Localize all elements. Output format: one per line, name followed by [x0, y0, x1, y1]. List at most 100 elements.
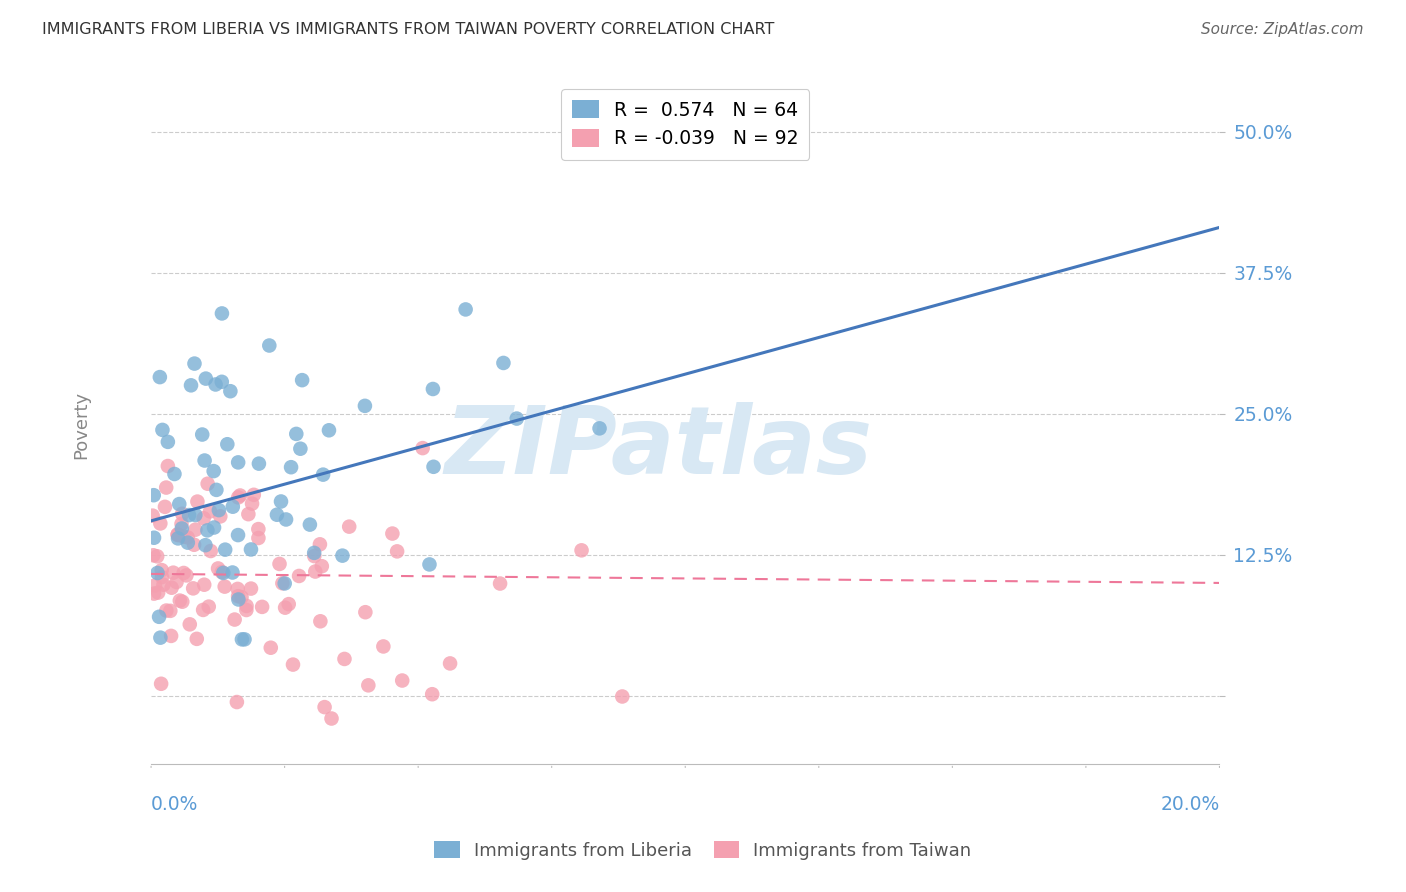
Point [143, 531, 166, 545]
Point [179, 617, 201, 632]
Point [290, 442, 312, 456]
Point [156, 434, 179, 449]
Legend: R =  0.574   N = 64, R = -0.039   N = 92: R = 0.574 N = 64, R = -0.039 N = 92 [561, 89, 810, 160]
Point [285, 426, 308, 441]
Text: IMMIGRANTS FROM LIBERIA VS IMMIGRANTS FROM TAIWAN POVERTY CORRELATION CHART: IMMIGRANTS FROM LIBERIA VS IMMIGRANTS FR… [42, 22, 775, 37]
Point [333, 652, 356, 666]
Point [162, 566, 184, 580]
Point [166, 574, 188, 589]
Point [225, 695, 247, 709]
Point [231, 632, 253, 647]
Point [314, 700, 336, 714]
Point [247, 522, 270, 536]
Point [150, 677, 173, 691]
Point [312, 467, 335, 482]
Point [229, 488, 252, 502]
Point [280, 460, 302, 475]
Point [172, 507, 194, 521]
Legend: Immigrants from Liberia, Immigrants from Taiwan: Immigrants from Liberia, Immigrants from… [427, 834, 979, 867]
Point [204, 377, 226, 392]
Point [169, 497, 191, 511]
Point [205, 483, 228, 497]
Point [357, 678, 380, 692]
Point [226, 455, 249, 469]
Text: 20.0%: 20.0% [1160, 795, 1219, 814]
Point [304, 565, 326, 579]
Point [492, 356, 515, 370]
Point [166, 527, 188, 541]
Point [197, 476, 219, 491]
Point [155, 603, 177, 617]
Point [420, 687, 443, 701]
Point [170, 521, 193, 535]
Point [274, 512, 297, 526]
Point [152, 423, 174, 437]
Point [160, 581, 183, 595]
Point [193, 511, 215, 525]
Point [311, 559, 333, 574]
Point [309, 537, 332, 551]
Point [224, 613, 246, 627]
Point [260, 640, 283, 655]
Point [160, 629, 183, 643]
Point [271, 576, 294, 591]
Point [156, 458, 179, 473]
Point [197, 524, 219, 538]
Point [177, 508, 200, 522]
Point [184, 523, 207, 537]
Point [142, 508, 165, 523]
Point [571, 543, 593, 558]
Point [211, 375, 233, 389]
Point [228, 592, 250, 607]
Text: ZIPatlas: ZIPatlas [444, 401, 873, 493]
Text: 0.0%: 0.0% [150, 795, 198, 814]
Point [309, 615, 332, 629]
Point [166, 527, 188, 541]
Point [208, 503, 231, 517]
Point [506, 411, 529, 425]
Point [221, 566, 243, 580]
Point [381, 526, 404, 541]
Point [269, 557, 291, 571]
Point [235, 599, 257, 613]
Point [143, 586, 166, 600]
Point [197, 599, 219, 614]
Point [454, 302, 477, 317]
Point [302, 546, 325, 560]
Point [173, 530, 195, 544]
Point [149, 631, 172, 645]
Point [148, 609, 170, 624]
Point [183, 538, 205, 552]
Point [214, 580, 236, 594]
Point [149, 516, 172, 531]
Point [211, 565, 233, 579]
Point [191, 603, 214, 617]
Point [231, 590, 253, 604]
Point [612, 690, 634, 704]
Point [489, 576, 512, 591]
Point [142, 549, 165, 563]
Point [214, 542, 236, 557]
Point [150, 563, 173, 577]
Text: Source: ZipAtlas.com: Source: ZipAtlas.com [1201, 22, 1364, 37]
Point [266, 508, 288, 522]
Point [167, 532, 190, 546]
Point [277, 597, 299, 611]
Point [318, 423, 340, 437]
Point [176, 568, 198, 582]
Point [172, 595, 194, 609]
Point [142, 488, 165, 502]
Point [321, 712, 343, 726]
Point [219, 384, 242, 399]
Point [202, 520, 225, 534]
Point [159, 604, 181, 618]
Point [240, 542, 263, 557]
Point [212, 566, 235, 580]
Point [391, 673, 413, 688]
Point [332, 549, 354, 563]
Point [226, 582, 249, 596]
Point [247, 531, 270, 545]
Point [180, 378, 202, 392]
Point [304, 549, 326, 563]
Point [148, 585, 170, 599]
